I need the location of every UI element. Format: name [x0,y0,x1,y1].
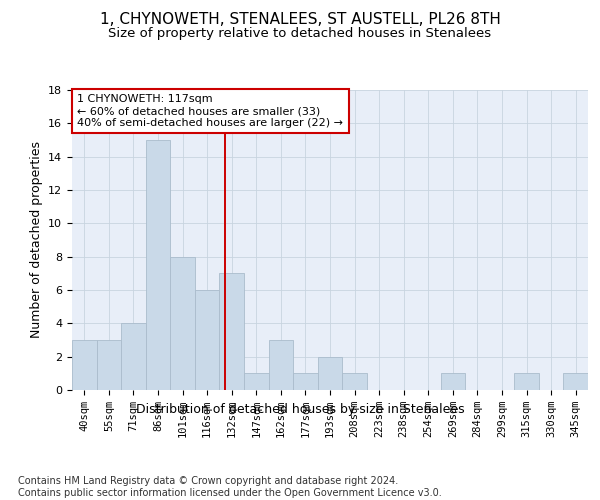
Bar [170,256,195,390]
Bar [244,374,269,390]
Bar [563,374,588,390]
Bar [195,290,220,390]
Y-axis label: Number of detached properties: Number of detached properties [29,142,43,338]
Text: 1 CHYNOWETH: 117sqm
← 60% of detached houses are smaller (33)
40% of semi-detach: 1 CHYNOWETH: 117sqm ← 60% of detached ho… [77,94,343,128]
Bar [514,374,539,390]
Bar [293,374,318,390]
Text: Distribution of detached houses by size in Stenalees: Distribution of detached houses by size … [136,402,464,415]
Bar [318,356,342,390]
Bar [146,140,170,390]
Text: Size of property relative to detached houses in Stenalees: Size of property relative to detached ho… [109,28,491,40]
Text: 1, CHYNOWETH, STENALEES, ST AUSTELL, PL26 8TH: 1, CHYNOWETH, STENALEES, ST AUSTELL, PL2… [100,12,500,28]
Bar [342,374,367,390]
Bar [72,340,97,390]
Bar [269,340,293,390]
Bar [121,324,146,390]
Text: Contains HM Land Registry data © Crown copyright and database right 2024.
Contai: Contains HM Land Registry data © Crown c… [18,476,442,498]
Bar [97,340,121,390]
Bar [220,274,244,390]
Bar [440,374,465,390]
